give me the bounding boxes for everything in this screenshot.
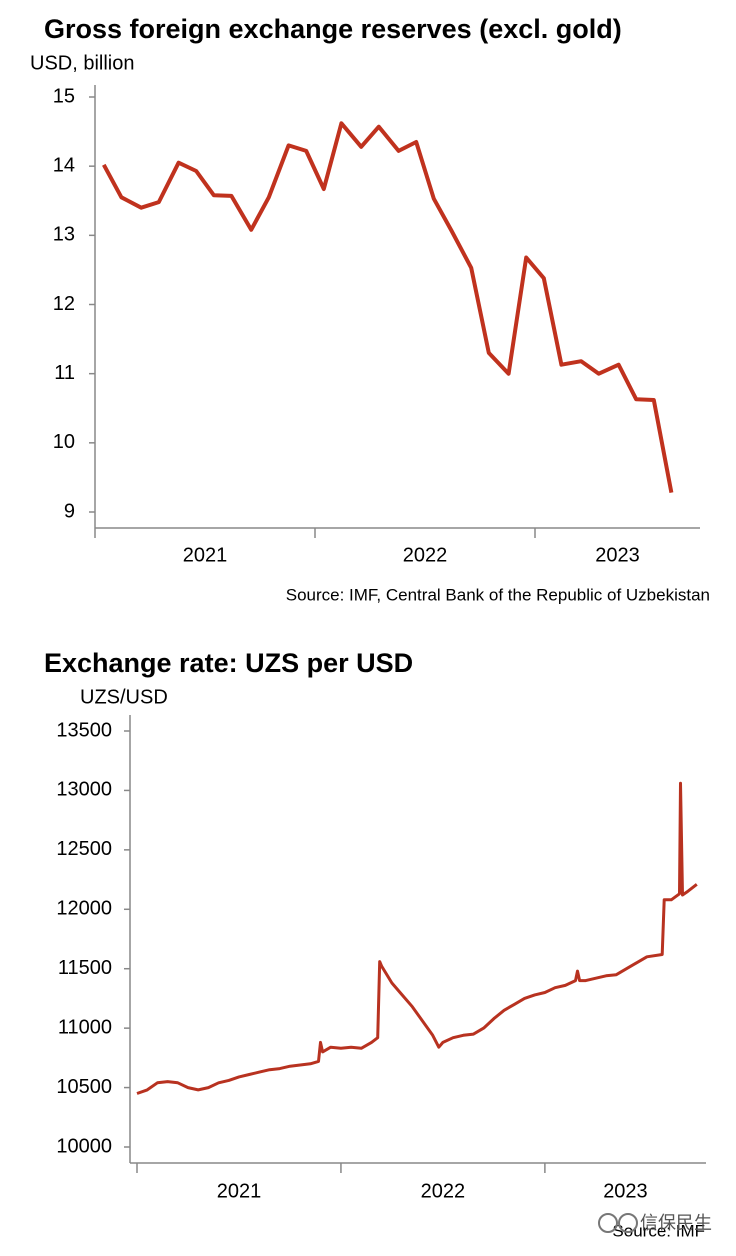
y-tick-label: 12000 <box>56 898 112 920</box>
y-tick-label: 12500 <box>56 838 112 860</box>
y-tick-label: 10 <box>53 431 75 453</box>
source: Source: IMF, Central Bank of the Republi… <box>286 585 710 604</box>
y-tick-label: 10000 <box>56 1135 112 1157</box>
x-tick-label: 2021 <box>217 1180 262 1202</box>
y-tick-label: 13000 <box>56 779 112 801</box>
y-tick-label: 13500 <box>56 719 112 741</box>
watermark: 信保民生 <box>640 1213 712 1233</box>
x-tick-label: 2022 <box>421 1180 466 1202</box>
y-tick-label: 15 <box>53 85 75 107</box>
y-tick-label: 11 <box>54 362 75 384</box>
y-axis-label: UZS/USD <box>80 686 168 708</box>
y-axis-label: USD, billion <box>30 52 134 74</box>
y-tick-label: 13 <box>53 224 75 246</box>
y-tick-label: 11500 <box>58 957 112 979</box>
x-tick-label: 2021 <box>183 544 228 566</box>
line <box>136 781 698 1095</box>
x-tick-label: 2023 <box>603 1180 648 1202</box>
line <box>102 121 674 493</box>
y-tick-label: 9 <box>64 500 75 522</box>
watermark-icon <box>598 1213 638 1233</box>
y-tick-label: 14 <box>53 154 75 176</box>
y-tick-label: 12 <box>53 293 75 315</box>
x-tick-label: 2023 <box>595 544 640 566</box>
y-tick-label: 10500 <box>56 1076 112 1098</box>
y-tick-label: 11000 <box>58 1016 112 1038</box>
chart-title: Exchange rate: UZS per USD <box>44 648 413 678</box>
chart-title: Gross foreign exchange reserves (excl. g… <box>44 14 622 44</box>
x-tick-label: 2022 <box>403 544 448 566</box>
